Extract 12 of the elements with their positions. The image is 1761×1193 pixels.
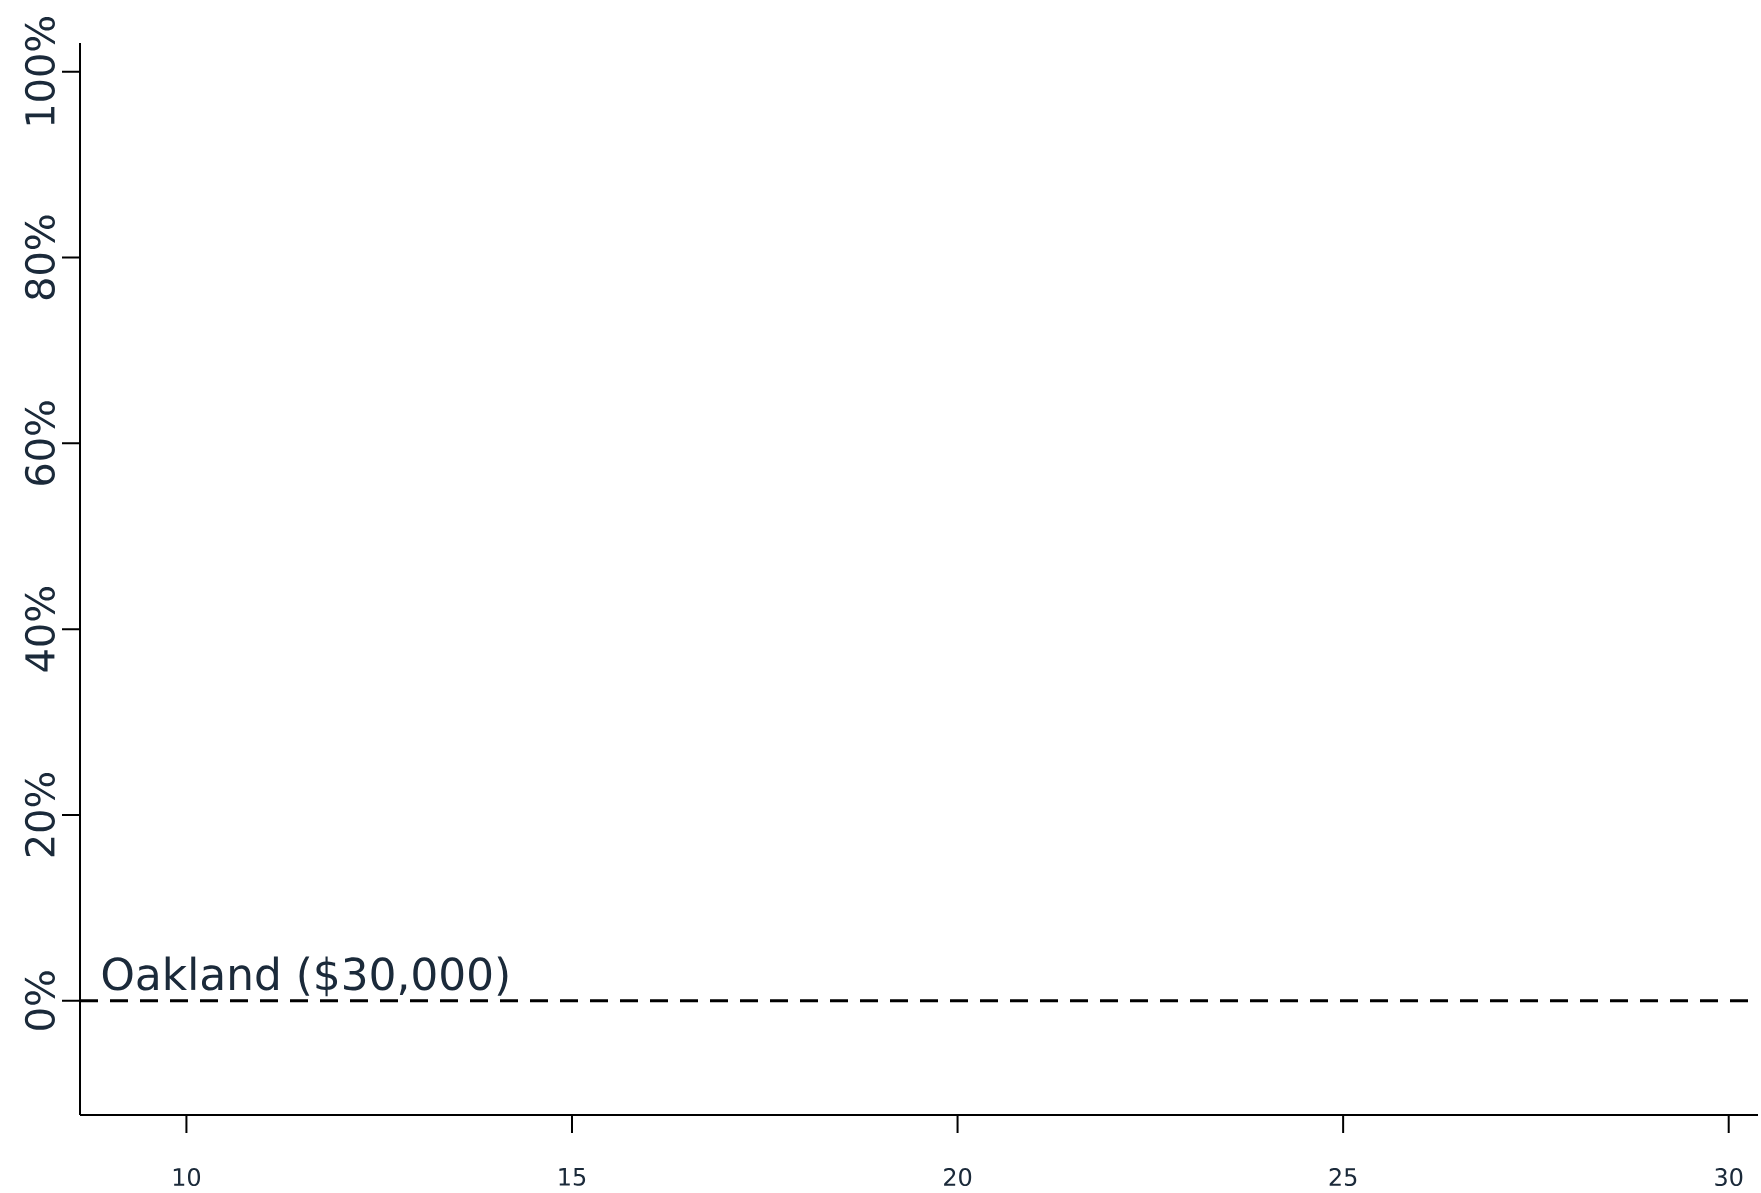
- x-tick-label: 15: [559, 1168, 586, 1186]
- x-tick-label: 10: [173, 1168, 201, 1187]
- y-tick-label: 40%: [24, 587, 55, 672]
- ref-line-label: Oakland ($30,000): [102, 956, 508, 997]
- y-tick-label: 80%: [24, 215, 55, 300]
- y-tick-label: 20%: [24, 773, 55, 857]
- x-tick-label: 30: [1715, 1168, 1743, 1187]
- x-tick-label: 25: [1329, 1168, 1357, 1187]
- y-tick-label: 0%: [24, 971, 55, 1030]
- x-tick-label: 20: [944, 1168, 972, 1187]
- y-tick-label: 100%: [24, 17, 55, 125]
- y-tick-label: 60%: [24, 401, 55, 485]
